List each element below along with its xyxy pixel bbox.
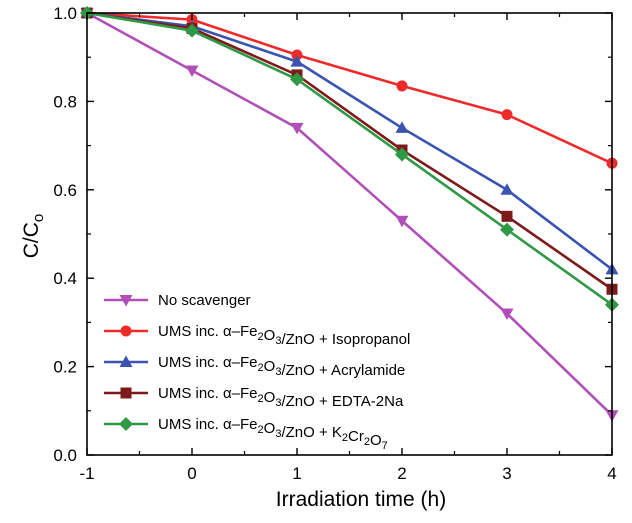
x-tick-label: 1 — [292, 464, 301, 483]
series-line — [86, 11, 613, 291]
data-point — [185, 23, 199, 38]
data-point — [395, 121, 409, 133]
legend-label: No scavenger — [158, 292, 251, 309]
series-5 — [80, 6, 619, 312]
data-point — [185, 65, 199, 77]
data-point — [290, 72, 304, 87]
data-point — [290, 55, 304, 67]
y-tick-label: 0.8 — [53, 92, 77, 111]
legend: No scavenger UMS inc. α–Fe2O3/ZnO + Isopr… — [104, 292, 410, 452]
legend-item-3: UMS inc. α–Fe2O3/ZnO + Acrylamide — [104, 354, 405, 379]
series-line — [86, 11, 613, 417]
y-axis-title: C/Co — [20, 214, 47, 259]
series-line — [86, 11, 613, 165]
legend-item-1: No scavenger — [104, 292, 251, 309]
x-tick-label: 2 — [397, 464, 406, 483]
data-point — [501, 210, 513, 222]
legend-label: UMS inc. α–Fe2O3/ZnO + K2Cr2O7 — [158, 416, 388, 452]
x-tick-label: 3 — [502, 464, 511, 483]
data-point — [395, 147, 409, 162]
legend-item-4: UMS inc. α–Fe2O3/ZnO + EDTA-2Na — [104, 385, 404, 410]
data-point — [396, 80, 408, 92]
legend-marker — [120, 387, 132, 399]
plot-area — [80, 6, 619, 422]
y-tick-label: 0.0 — [53, 446, 77, 465]
series-line — [86, 11, 613, 306]
data-point — [500, 222, 514, 237]
y-axis-title-sub: o — [30, 214, 47, 222]
data-point — [500, 308, 514, 321]
data-point — [290, 122, 304, 135]
y-axis-title-main: C/C — [20, 222, 43, 258]
data-point — [291, 49, 303, 61]
y-tick-label: 0.2 — [53, 358, 77, 377]
legend-item-2: UMS inc. α–Fe2O3/ZnO + Isopropanol — [104, 323, 410, 348]
legend-marker — [120, 325, 132, 337]
y-tick-label: 1.0 — [53, 4, 77, 23]
legend-label: UMS inc. α–Fe2O3/ZnO + EDTA-2Na — [158, 385, 404, 410]
legend-marker — [119, 417, 133, 431]
data-point — [395, 215, 409, 228]
legend-label: UMS inc. α–Fe2O3/ZnO + Isopropanol — [158, 323, 410, 348]
legend-marker — [119, 355, 133, 367]
data-point — [500, 183, 514, 195]
legend-marker — [119, 295, 133, 307]
x-tick-label: 0 — [187, 464, 196, 483]
y-tick-label: 0.4 — [53, 269, 77, 288]
legend-label: UMS inc. α–Fe2O3/ZnO + Acrylamide — [158, 354, 405, 379]
legend-item-5: UMS inc. α–Fe2O3/ZnO + K2Cr2O7 — [104, 416, 388, 452]
x-tick-label: -1 — [79, 464, 94, 483]
x-tick-label: 4 — [607, 464, 616, 483]
series-2 — [81, 7, 618, 169]
series-line — [86, 11, 613, 271]
data-point — [501, 109, 513, 121]
x-axis-title: Irradiation time (h) — [276, 488, 446, 511]
y-tick-label: 0.6 — [53, 181, 77, 200]
axes: -1 0 1 2 3 4 0.0 0.2 0.4 0.6 0.8 1.0 — [53, 4, 616, 483]
